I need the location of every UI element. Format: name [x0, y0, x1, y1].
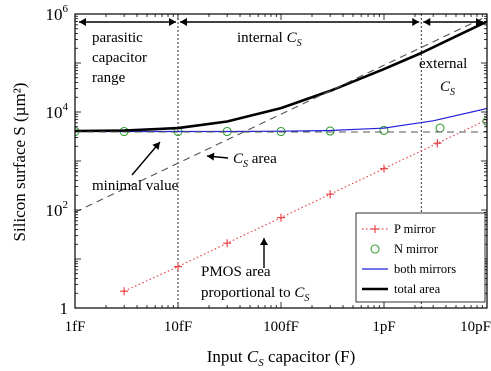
point-p-mirror: [174, 262, 182, 271]
x-tick-label: 100fF: [263, 319, 299, 335]
annotation-pmos-2: proportional to CS: [201, 285, 309, 304]
point-n-mirror: [379, 125, 389, 136]
series-line-p-mirror: [123, 119, 487, 292]
series-layer: [75, 15, 487, 296]
arrow-cs-area: [206, 152, 229, 161]
x-tick-label: 10pF: [460, 319, 491, 335]
series-line-guide-4: [75, 15, 487, 213]
legend-label: total area: [394, 282, 441, 296]
point-n-mirror: [482, 116, 487, 126]
annotation-pmos-1: PMOS area: [201, 264, 271, 280]
annotation-cs-area: CS area: [233, 151, 277, 170]
arrow-external-cs: [423, 18, 483, 26]
legend: P mirror N mirror both mirrors total area: [355, 212, 486, 303]
legend-box: [355, 212, 486, 303]
point-p-mirror: [326, 190, 335, 199]
legend-item-n-mirror: N mirror: [370, 242, 439, 256]
arrow-parasitic-range: [79, 18, 176, 26]
arrow-internal-cs: [180, 18, 420, 26]
x-axis-title: Input CS capacitor (F): [207, 347, 356, 369]
legend-label: P mirror: [394, 222, 436, 236]
arrow-minimal-value: [131, 141, 161, 176]
x-tick-label: 1fF: [65, 319, 86, 335]
annotation-minimal-value: minimal value: [92, 178, 179, 194]
series-line-total-area: [75, 20, 487, 133]
annotation-internal-cs: internal CS: [237, 30, 302, 49]
point-p-mirror: [120, 287, 129, 296]
annotation-external: external: [419, 56, 467, 72]
legend-item-total-area: total area: [362, 282, 441, 296]
legend-item-both-mirrors: both mirrors: [362, 262, 456, 276]
y-tick-label: 102: [46, 199, 69, 220]
point-p-mirror: [277, 213, 285, 222]
legend-label: N mirror: [394, 242, 439, 256]
x-tick-label: 10fF: [164, 319, 192, 335]
annotation-parasitic-3: range: [92, 70, 126, 86]
annotation-parasitic-2: capacitor: [92, 50, 147, 66]
point-p-mirror: [380, 164, 388, 173]
annotation-arrows: [79, 18, 483, 268]
legend-label: both mirrors: [394, 262, 456, 276]
y-tick-label: 1: [60, 299, 69, 318]
point-p-mirror: [433, 139, 442, 148]
y-tick-label: 104: [46, 101, 69, 122]
y-tick-label: 106: [46, 3, 69, 24]
y-axis-title: Silicon surface S (µm²): [10, 83, 29, 242]
annotation-parasitic-1: parasitic: [92, 30, 143, 46]
arrow-pmos-area: [260, 238, 268, 268]
annotation-external-cs: CS: [440, 79, 455, 98]
legend-item-p-mirror: P mirror: [362, 222, 436, 236]
series-line-both-mirrors: [75, 107, 487, 133]
point-p-mirror: [223, 239, 232, 248]
x-tick-label: 1pF: [372, 319, 395, 335]
point-n-mirror: [435, 123, 445, 133]
